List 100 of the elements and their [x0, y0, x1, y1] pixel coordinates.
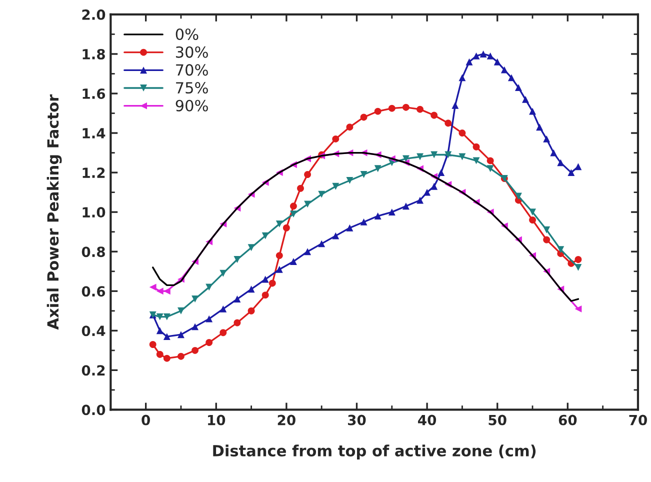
- point: [494, 58, 501, 66]
- point: [500, 66, 508, 74]
- point: [536, 124, 544, 131]
- legend-label: 75%: [176, 82, 208, 94]
- point: [557, 246, 564, 254]
- point: [192, 323, 199, 330]
- point: [178, 331, 184, 338]
- point: [508, 74, 515, 82]
- point: [466, 58, 473, 66]
- point: [332, 182, 340, 190]
- point: [220, 270, 227, 277]
- y-tick-label: 1.2: [82, 168, 105, 178]
- point: [438, 169, 445, 176]
- point: [374, 108, 382, 115]
- x-tick-label: 10: [208, 414, 226, 426]
- point: [234, 319, 241, 326]
- y-tick-label: 1.6: [82, 88, 106, 99]
- point: [304, 248, 312, 256]
- point: [472, 143, 480, 150]
- x-tick-label: 60: [558, 414, 577, 426]
- point: [282, 224, 290, 232]
- point: [514, 84, 522, 92]
- point: [514, 192, 522, 200]
- point: [416, 106, 424, 113]
- point: [458, 153, 466, 160]
- point: [332, 135, 340, 142]
- point: [374, 212, 382, 220]
- point: [486, 165, 494, 172]
- point: [574, 256, 582, 263]
- legend-label: 90%: [176, 100, 208, 112]
- point: [388, 208, 396, 216]
- x-tick-label: 0: [142, 414, 150, 426]
- point: [444, 120, 452, 127]
- point: [268, 280, 276, 287]
- point: [346, 224, 354, 232]
- y-tick-label: 1.8: [82, 48, 105, 60]
- point: [529, 108, 536, 115]
- y-tick-label: 1.4: [82, 128, 106, 138]
- point: [206, 315, 213, 322]
- point: [452, 102, 459, 109]
- point: [234, 296, 241, 303]
- point: [360, 218, 368, 226]
- y-tick-label: 0.4: [82, 326, 106, 336]
- point: [574, 305, 582, 312]
- point: [346, 124, 354, 131]
- point: [290, 202, 297, 210]
- point: [458, 130, 466, 137]
- point: [192, 346, 199, 354]
- point: [248, 244, 255, 252]
- y-tick-label: 0.6: [82, 286, 106, 297]
- y-tick-label: 0.8: [82, 246, 105, 258]
- point: [374, 165, 382, 172]
- point: [156, 288, 164, 295]
- point: [192, 296, 199, 303]
- point: [529, 208, 536, 216]
- point: [332, 232, 340, 240]
- legend-label: 0%: [176, 28, 198, 40]
- point: [163, 313, 170, 320]
- point: [276, 252, 283, 260]
- point: [262, 292, 269, 299]
- x-tick-label: 70: [629, 414, 647, 426]
- y-axis-title: Axial Power Peaking Factor: [46, 94, 62, 330]
- point: [262, 276, 269, 283]
- point: [416, 196, 424, 204]
- point: [304, 171, 312, 178]
- point: [206, 284, 213, 291]
- point: [472, 157, 480, 164]
- point: [424, 188, 431, 196]
- point: [430, 182, 438, 190]
- point: [402, 202, 410, 210]
- point: [297, 184, 304, 192]
- point: [304, 200, 312, 208]
- point: [430, 112, 438, 119]
- point: [543, 226, 550, 234]
- point: [248, 307, 255, 314]
- point: [574, 264, 582, 271]
- point: [416, 153, 424, 160]
- y-tick-label: 2.0: [82, 9, 106, 20]
- legend-label: 70%: [176, 64, 208, 76]
- point: [360, 114, 368, 121]
- point: [178, 352, 184, 360]
- point: [262, 232, 269, 240]
- point: [486, 157, 494, 164]
- point: [529, 216, 536, 224]
- x-tick-label: 50: [488, 414, 506, 426]
- point: [486, 52, 494, 60]
- point: [543, 135, 550, 142]
- point: [234, 256, 241, 263]
- point: [220, 329, 227, 336]
- point: [480, 50, 487, 58]
- point: [156, 313, 164, 320]
- point: [472, 52, 480, 60]
- y-tick-label: 0.2: [82, 365, 105, 376]
- point: [290, 210, 297, 218]
- point: [557, 159, 564, 166]
- point: [458, 74, 466, 82]
- point: [206, 339, 213, 346]
- point: [522, 96, 529, 103]
- point: [550, 149, 558, 156]
- point: [543, 236, 550, 244]
